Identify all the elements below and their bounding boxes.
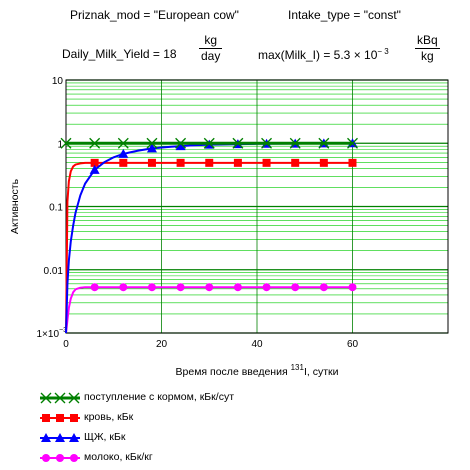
x-tick-label: 60 <box>347 339 359 350</box>
yield-unit-denominator: day <box>201 49 221 63</box>
legend-marker <box>56 454 64 462</box>
series-0-point <box>261 137 273 149</box>
y-tick-label: 1 <box>57 139 63 150</box>
header-intake-type: Intake_type = "const" <box>288 8 401 22</box>
series-1-point <box>319 158 328 167</box>
series-0-point <box>117 137 129 149</box>
series-0-point <box>347 137 358 149</box>
legend-marker <box>68 392 80 404</box>
plot-frame <box>65 79 449 334</box>
legend-marker <box>40 392 52 404</box>
series-0-point <box>318 137 330 149</box>
series-0-point <box>89 137 101 149</box>
max-unit-fraction: kBq kg <box>415 33 440 64</box>
series-3-point <box>262 283 271 292</box>
max-unit-numerator: kBq <box>415 33 440 49</box>
series-3-point <box>319 283 328 292</box>
series-1-point <box>348 158 357 167</box>
legend-label-intake: поступление с кормом, кБк/сут <box>84 391 234 403</box>
yield-unit-numerator: kg <box>199 33 223 49</box>
legend-swatch-milk <box>40 454 80 462</box>
series-2-point <box>175 141 186 151</box>
max-milk-label: max(Milk_I) = 5.3 × 10 <box>258 48 378 62</box>
legend-swatch-thyroid <box>40 433 80 442</box>
legend-marker <box>55 433 65 442</box>
legend-marker <box>42 454 50 462</box>
legend-swatch-intake <box>40 392 80 404</box>
legend-marker <box>56 414 64 422</box>
series-2-point <box>89 164 100 174</box>
header-priznak: Priznak_mod = "European cow" <box>70 8 239 22</box>
series-0-point <box>60 137 72 149</box>
series-2-point <box>118 148 129 158</box>
series-3-point <box>90 283 99 292</box>
y-axis-label: Активность <box>9 178 21 234</box>
legend-marker <box>54 392 66 404</box>
header-max-milk: max(Milk_I) = 5.3 × 10− 3 <box>258 47 389 62</box>
series-line-1 <box>65 161 353 334</box>
series-1-point <box>205 158 214 167</box>
series-3-point <box>348 283 357 292</box>
series-3-point <box>147 283 156 292</box>
series-1-point <box>176 158 185 167</box>
max-unit-denominator: kg <box>421 49 434 63</box>
series-1-point <box>119 158 128 167</box>
series-3-point <box>176 283 185 292</box>
legend-label-milk: молоко, кБк/кг <box>84 451 153 463</box>
legend-marker <box>41 433 51 442</box>
x-tick-label: 40 <box>251 339 263 350</box>
series-1-point <box>233 158 242 167</box>
series-1-point <box>147 158 156 167</box>
x-tick-label: 20 <box>156 339 168 350</box>
legend-swatch-blood <box>40 414 80 422</box>
y-tick-label: 0.1 <box>49 203 63 214</box>
series-1-point <box>291 158 300 167</box>
legend-marker <box>70 454 78 462</box>
legend-marker <box>69 433 79 442</box>
series-0-point <box>289 137 301 149</box>
legend-label-thyroid: ЩЖ, кБк <box>84 431 126 443</box>
series-3-point <box>205 283 214 292</box>
legend-marker <box>70 414 78 422</box>
series-0-point <box>146 137 158 149</box>
series-0-point <box>203 137 215 149</box>
x-axis-label: Время после введения 131I, сутки <box>176 363 339 378</box>
series-0-point <box>175 137 187 149</box>
x-tick-label: 0 <box>63 339 69 350</box>
series-3-point <box>119 283 128 292</box>
series-line-2 <box>65 142 353 334</box>
y-tick-label: 0.01 <box>44 266 64 277</box>
series-0-point <box>232 137 244 149</box>
legend-marker <box>42 414 50 422</box>
series-3-point <box>233 283 242 292</box>
legend: поступление с кормом, кБк/сут кровь, кБк… <box>0 385 470 465</box>
y-tick-label: 10 <box>52 76 64 87</box>
header-daily-milk-yield: Daily_Milk_Yield = 18 <box>62 47 177 61</box>
yield-unit-fraction: kg day <box>199 33 223 64</box>
series-1-point <box>262 158 271 167</box>
series-3-point <box>291 283 300 292</box>
max-milk-exponent: − 3 <box>377 47 389 56</box>
series-2-point <box>146 143 157 153</box>
series-1-point <box>90 158 99 167</box>
legend-label-blood: кровь, кБк <box>84 411 134 423</box>
series-line-3 <box>65 286 353 334</box>
